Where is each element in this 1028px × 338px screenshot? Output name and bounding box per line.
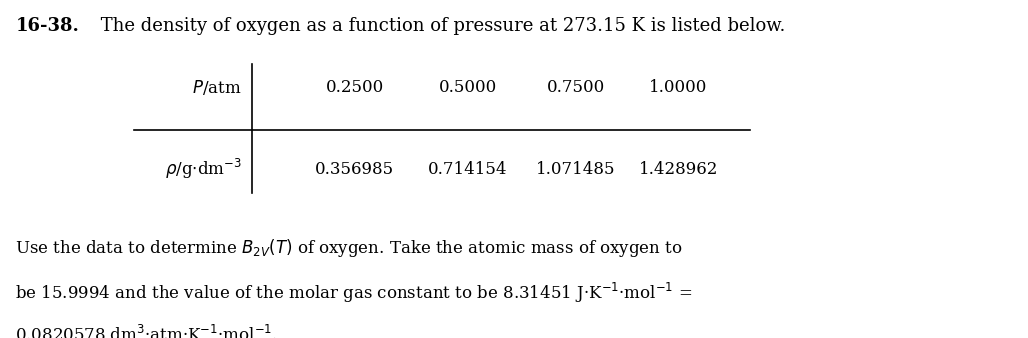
Text: 16-38.: 16-38. (15, 17, 79, 35)
Text: $\rho$/g$\cdot$dm$^{-3}$: $\rho$/g$\cdot$dm$^{-3}$ (164, 157, 242, 181)
Text: 1.428962: 1.428962 (638, 161, 719, 177)
Text: 0.5000: 0.5000 (439, 79, 497, 96)
Text: 0.0820578 dm$^{3}$·atm·K$^{-1}$·mol$^{-1}$.: 0.0820578 dm$^{3}$·atm·K$^{-1}$·mol$^{-1… (15, 324, 278, 338)
Text: 1.071485: 1.071485 (536, 161, 616, 177)
Text: 0.714154: 0.714154 (428, 161, 508, 177)
Text: Use the data to determine $B_{2V}(T)$ of oxygen. Take the atomic mass of oxygen : Use the data to determine $B_{2V}(T)$ of… (15, 237, 684, 259)
Text: $P$/atm: $P$/atm (192, 78, 242, 97)
Text: be 15.9994 and the value of the molar gas constant to be 8.31451 J·K$^{-1}$·mol$: be 15.9994 and the value of the molar ga… (15, 281, 693, 305)
Text: 1.0000: 1.0000 (650, 79, 707, 96)
Text: 0.356985: 0.356985 (316, 161, 394, 177)
Text: The density of oxygen as a function of pressure at 273.15 K is listed below.: The density of oxygen as a function of p… (95, 17, 785, 35)
Text: 0.2500: 0.2500 (326, 79, 383, 96)
Text: 0.7500: 0.7500 (547, 79, 604, 96)
